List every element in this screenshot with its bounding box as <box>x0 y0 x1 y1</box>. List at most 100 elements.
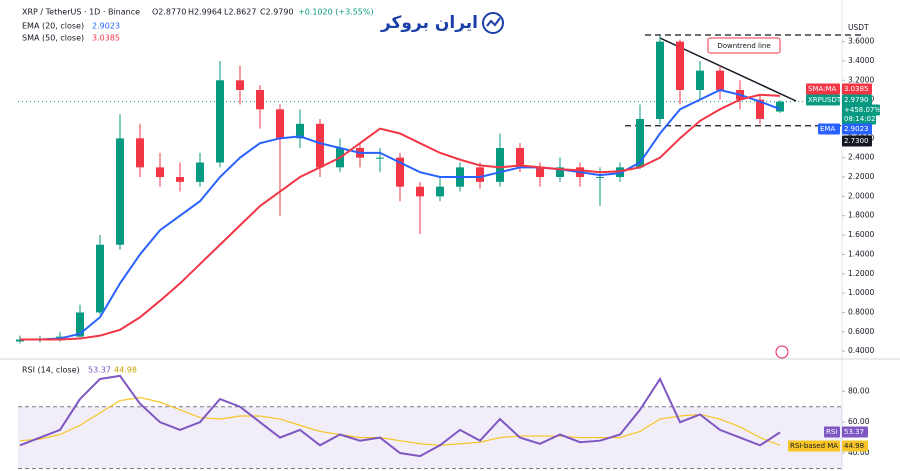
candle-body <box>276 109 284 139</box>
ema-tag-value-box <box>842 123 872 135</box>
candle-body <box>256 89 264 110</box>
timer-tag: 08:14:02 <box>844 115 875 123</box>
candle-body <box>196 162 204 182</box>
candle-body <box>756 99 764 119</box>
y-tick-label: 1.2000 <box>848 269 874 278</box>
change: +0.1020 (+3.55%) <box>298 8 374 17</box>
candle-body <box>156 167 164 178</box>
candle-body <box>416 186 424 197</box>
candle-body <box>76 312 84 337</box>
y-tick-label: 0.4000 <box>848 346 874 355</box>
symbol: XRP / TetherUS · 1D · Binance <box>22 8 140 17</box>
annotation-box <box>707 37 781 54</box>
rsi-line <box>19 374 781 458</box>
candle-body <box>476 167 484 182</box>
legend-value: 53.37 <box>88 366 111 375</box>
low: L2.8627 <box>224 8 256 17</box>
y-tick-label: 1.4000 <box>848 249 874 258</box>
legend-label: EMA (20, close) <box>22 22 84 31</box>
currency: USDT <box>848 23 869 32</box>
candle-body <box>636 118 644 168</box>
close: C2.9790 <box>260 8 294 17</box>
candle-body <box>116 138 124 245</box>
candle-body <box>176 177 184 182</box>
sma-tag-value: 3.0385 <box>844 85 869 93</box>
rsi-ma-tag-box <box>788 440 840 452</box>
logo-arrow <box>486 17 501 27</box>
y-tick-label: 60.00 <box>848 417 870 426</box>
ema-tag-box <box>818 123 840 135</box>
y-tick-label: 2.0000 <box>848 191 874 200</box>
legend-value: 2.9023 <box>92 22 120 31</box>
y-tick-label: 1.6000 <box>848 230 874 239</box>
logo-icon <box>482 12 504 34</box>
candle-body <box>716 70 724 90</box>
candle-body <box>236 80 244 90</box>
candle-body <box>516 148 524 168</box>
candle-body <box>436 186 444 197</box>
candle-body <box>656 41 664 119</box>
y-tick-label: 2.2000 <box>848 172 874 181</box>
rsi-tag: RSI <box>826 428 837 436</box>
logo-text: ایران بروکر <box>380 13 478 33</box>
symbol-tag: XRPUSDT <box>808 96 842 104</box>
rsi-tag-value: 53.37 <box>844 428 864 436</box>
rsi-title: RSI (14, close) <box>22 366 80 375</box>
pct-tag: +458.07% <box>844 106 881 114</box>
open: O2.8770 <box>152 8 186 17</box>
rsi-ma-tag: RSI-based MA <box>790 442 838 450</box>
candle-body <box>676 41 684 90</box>
rsi-ma-tag-value: 44.98 <box>844 442 864 450</box>
y-tick-label: 40.00 <box>848 448 870 457</box>
logo: ایران بروکر <box>380 12 504 34</box>
annotation: Downtrend line <box>717 42 770 50</box>
candle-body <box>296 123 304 139</box>
candle-body <box>96 244 104 313</box>
legend-value: 3.0385 <box>92 34 120 43</box>
y-tick-label: 80.00 <box>848 386 870 395</box>
rsi-tag-box <box>824 426 840 438</box>
ma-line <box>20 93 781 341</box>
y-tick-label: 0.6000 <box>848 327 874 336</box>
legend-label: SMA (50, close) <box>22 34 84 43</box>
last-tag: 2.9790 <box>844 96 869 104</box>
y-tick-label: 0.8000 <box>848 307 874 316</box>
candle-body <box>776 101 784 112</box>
candle-body <box>216 80 224 163</box>
ma-line <box>20 88 781 341</box>
rsi-tag-value-box <box>842 426 868 438</box>
y-tick-label: 1.8000 <box>848 211 874 220</box>
ema-tag: EMA <box>820 125 835 133</box>
sma-tag: SMA:MA <box>808 85 837 93</box>
candle-body <box>696 70 704 90</box>
candle-body <box>536 167 544 178</box>
pct-tag-box <box>842 104 880 116</box>
sma-tag-box <box>806 83 840 95</box>
y-tick-label: 3.6000 <box>848 37 874 46</box>
last-tag-box <box>842 94 872 106</box>
candle-body <box>396 157 404 187</box>
candle-body <box>556 167 564 178</box>
y-tick-label: 3.4000 <box>848 56 874 65</box>
y-tick-label: 3.2000 <box>848 75 874 84</box>
candle-body <box>316 123 324 168</box>
high: H2.9964 <box>188 8 222 17</box>
alert-icon <box>775 345 789 359</box>
y-tick-label: 2.4000 <box>848 153 874 162</box>
support-tag: 2.7300 <box>844 137 869 145</box>
candle-body <box>596 177 604 179</box>
symbol-tag-box <box>806 94 840 106</box>
legend-value: 44.98 <box>114 366 137 375</box>
candle-body <box>136 138 144 168</box>
candle-body <box>376 157 384 159</box>
y-tick-label: 1.0000 <box>848 288 874 297</box>
support-tag-box <box>842 135 872 147</box>
rsi-line <box>19 396 781 446</box>
sma-tag-value-box <box>842 83 872 95</box>
ema-tag-value: 2.9023 <box>844 125 869 133</box>
rsi-ma-tag-value-box <box>842 440 868 452</box>
timer-tag-box <box>842 113 876 125</box>
rsi-band <box>18 406 842 469</box>
